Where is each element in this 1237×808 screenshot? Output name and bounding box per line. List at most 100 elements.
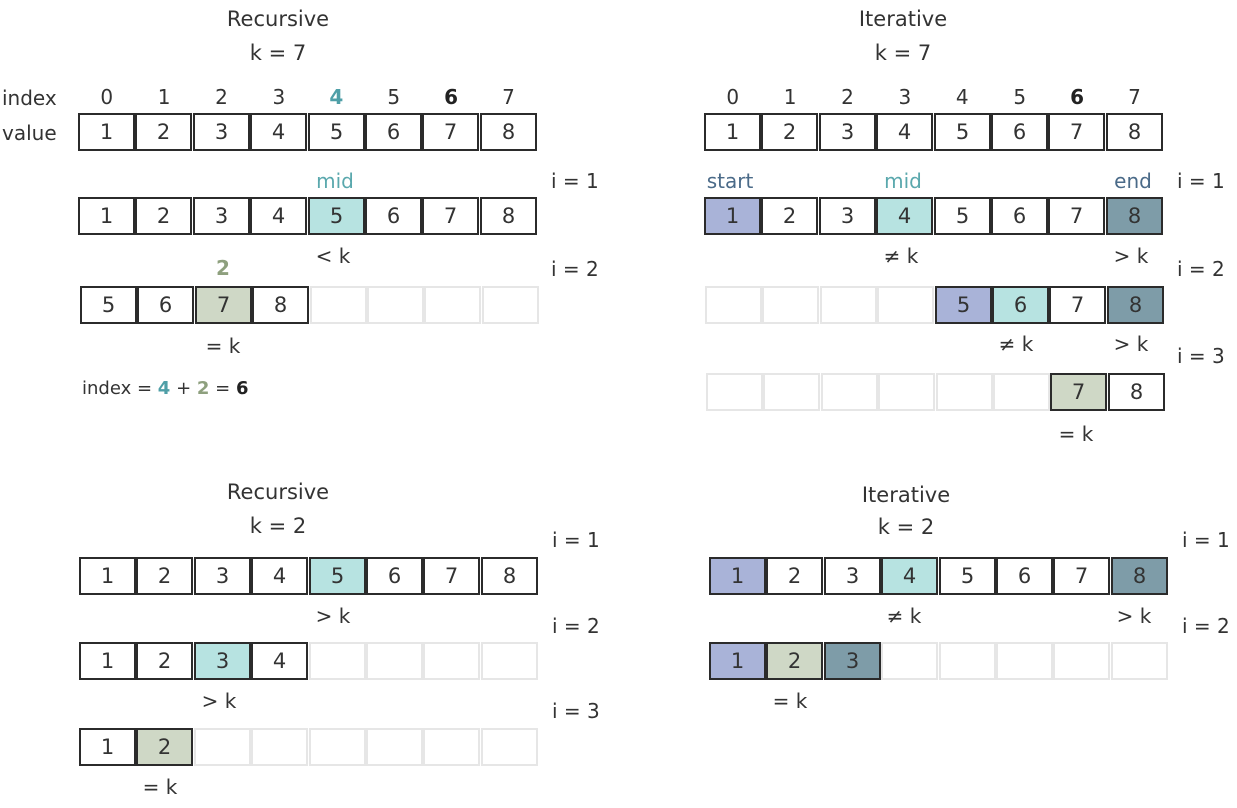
recursive-index-5: 5 (387, 85, 401, 109)
rec2-iteration-3: i = 3 (552, 699, 600, 723)
rec2-row3-compare: = k (142, 775, 178, 799)
it7-iteration-1: i = 1 (1177, 169, 1225, 193)
it7_row1-cell-2: 3 (819, 197, 876, 235)
it7_row3-cell-1 (763, 373, 820, 411)
it7_row2-cell-5: 6 (992, 286, 1049, 324)
it7_row1-cell-4: 5 (934, 197, 991, 235)
it7_row3-cell-2 (821, 373, 878, 411)
it2_row2-cell-6 (1053, 642, 1110, 680)
it2_row2-cell-3 (881, 642, 938, 680)
rows-rec7_row1-cell-5: 6 (365, 113, 422, 151)
it7-row3-compare: = k (1058, 422, 1094, 446)
iterative-k7-title: Iterative (858, 7, 948, 31)
it7-iteration-2: i = 2 (1177, 257, 1225, 281)
it2_row1-cell-7: 8 (1111, 557, 1168, 595)
rec2_row2-cell-1: 2 (136, 642, 193, 680)
it2_row2-cell-7 (1111, 642, 1168, 680)
rec2_row1-cell-5: 6 (366, 557, 423, 595)
rec2-row2-compare: > k (201, 689, 237, 713)
rows-rec7_row1-cell-6: 7 (422, 113, 479, 151)
rec2-row1-compare: > k (315, 604, 351, 628)
rec7-row1-compare: < k (315, 244, 351, 268)
recursive-index-4: 4 (329, 85, 344, 109)
rows-rec7_row1-cell-2: 3 (193, 113, 250, 151)
iterative-index-5: 5 (1013, 85, 1027, 109)
recursive-k2-k: k = 2 (249, 514, 307, 538)
rec2-iteration-1: i = 1 (552, 528, 600, 552)
rec2_row1-cell-1: 2 (136, 557, 193, 595)
rows-rec7_row1-cell-4: 5 (308, 113, 365, 151)
it7_row0-cell-4: 5 (934, 113, 991, 151)
it2_row1-cell-1: 2 (766, 557, 823, 595)
rec7-found-offset: 2 (216, 256, 230, 280)
it2_row1-cell-2: 3 (824, 557, 881, 595)
it2_row2-cell-1: 2 (766, 642, 823, 680)
formula-plus: + (176, 378, 192, 399)
rec7_row1b-cell-6: 7 (422, 197, 479, 235)
it7_row2-cell-7: 8 (1107, 286, 1164, 324)
it7_row2-cell-2 (820, 286, 877, 324)
it2_row2-cell-2: 3 (824, 642, 881, 680)
recursive-index-7: 7 (502, 85, 515, 109)
it7-row1-end-compare: > k (1113, 244, 1149, 268)
rec7_row2-cell-0: 5 (80, 286, 137, 324)
iterative-index-3: 3 (898, 85, 912, 109)
rec2_row1-cell-3: 4 (251, 557, 308, 595)
rec7-iteration-1: i = 1 (551, 169, 599, 193)
rec2_row2-cell-6 (423, 642, 480, 680)
rec7_row2-cell-4 (310, 286, 367, 324)
it7_row3-cell-0 (706, 373, 763, 411)
it7_row1-cell-6: 7 (1048, 197, 1105, 235)
it7_row0-cell-6: 7 (1048, 113, 1105, 151)
rec7-row2-compare: = k (205, 334, 241, 358)
it2_row1-cell-4: 5 (939, 557, 996, 595)
iterative-k2-title: Iterative (861, 483, 951, 507)
it2_row1-cell-0: 1 (709, 557, 766, 595)
formula-offset-value: 2 (196, 378, 210, 399)
rows-rec7_row1-cell-3: 4 (250, 113, 307, 151)
it7_row3-cell-4 (936, 373, 993, 411)
formula-equals: = (215, 378, 231, 399)
rec2_row1-cell-2: 3 (194, 557, 251, 595)
it2-iteration-1: i = 1 (1182, 528, 1230, 552)
rec2_row1-cell-7: 8 (481, 557, 538, 595)
it2_row1-cell-3: 4 (881, 557, 938, 595)
it7_row3-cell-5 (993, 373, 1050, 411)
rec7_row1b-cell-0: 1 (78, 197, 135, 235)
it7_row2-cell-6: 7 (1049, 286, 1106, 324)
rec2_row3-cell-4 (309, 728, 366, 766)
formula-prefix: index = (82, 378, 153, 399)
formula-result: 6 (235, 378, 249, 399)
iterative-index-6: 6 (1070, 85, 1085, 109)
it7_row1-cell-1: 2 (761, 197, 818, 235)
recursive-k2-title: Recursive (226, 480, 330, 504)
rec2_row2-cell-2: 3 (194, 642, 251, 680)
rec2_row3-cell-7 (481, 728, 538, 766)
rec7_row1b-cell-3: 4 (250, 197, 307, 235)
it2_row2-cell-4 (939, 642, 996, 680)
rec2-iteration-2: i = 2 (552, 614, 600, 638)
rec7_row2-cell-7 (482, 286, 539, 324)
it7_row2-cell-3 (877, 286, 934, 324)
it7-end-marker: end (1114, 169, 1152, 193)
rec2_row2-cell-4 (309, 642, 366, 680)
it2-row1-mid-compare: ≠ k (886, 604, 922, 628)
rec2_row2-cell-5 (366, 642, 423, 680)
value-label: value (2, 121, 57, 145)
rec7_row2-cell-3: 8 (252, 286, 309, 324)
recursive-index-2: 2 (215, 85, 228, 109)
it7_row1-cell-0: 1 (704, 197, 761, 235)
iterative-k7-k: k = 7 (874, 41, 932, 65)
iterative-k2-k: k = 2 (877, 515, 935, 539)
rec2_row2-cell-3: 4 (251, 642, 308, 680)
it7-mid-marker: mid (884, 169, 922, 193)
recursive-k7-title: Recursive (226, 7, 330, 31)
rec7_row1b-cell-5: 6 (365, 197, 422, 235)
it7_row0-cell-0: 1 (704, 113, 761, 151)
it2_row2-cell-5 (996, 642, 1053, 680)
it7_row0-cell-2: 3 (819, 113, 876, 151)
rec7_row2-cell-5 (367, 286, 424, 324)
iterative-index-2: 2 (841, 85, 854, 109)
it7_row2-cell-1 (762, 286, 819, 324)
it7_row0-cell-3: 4 (876, 113, 933, 151)
